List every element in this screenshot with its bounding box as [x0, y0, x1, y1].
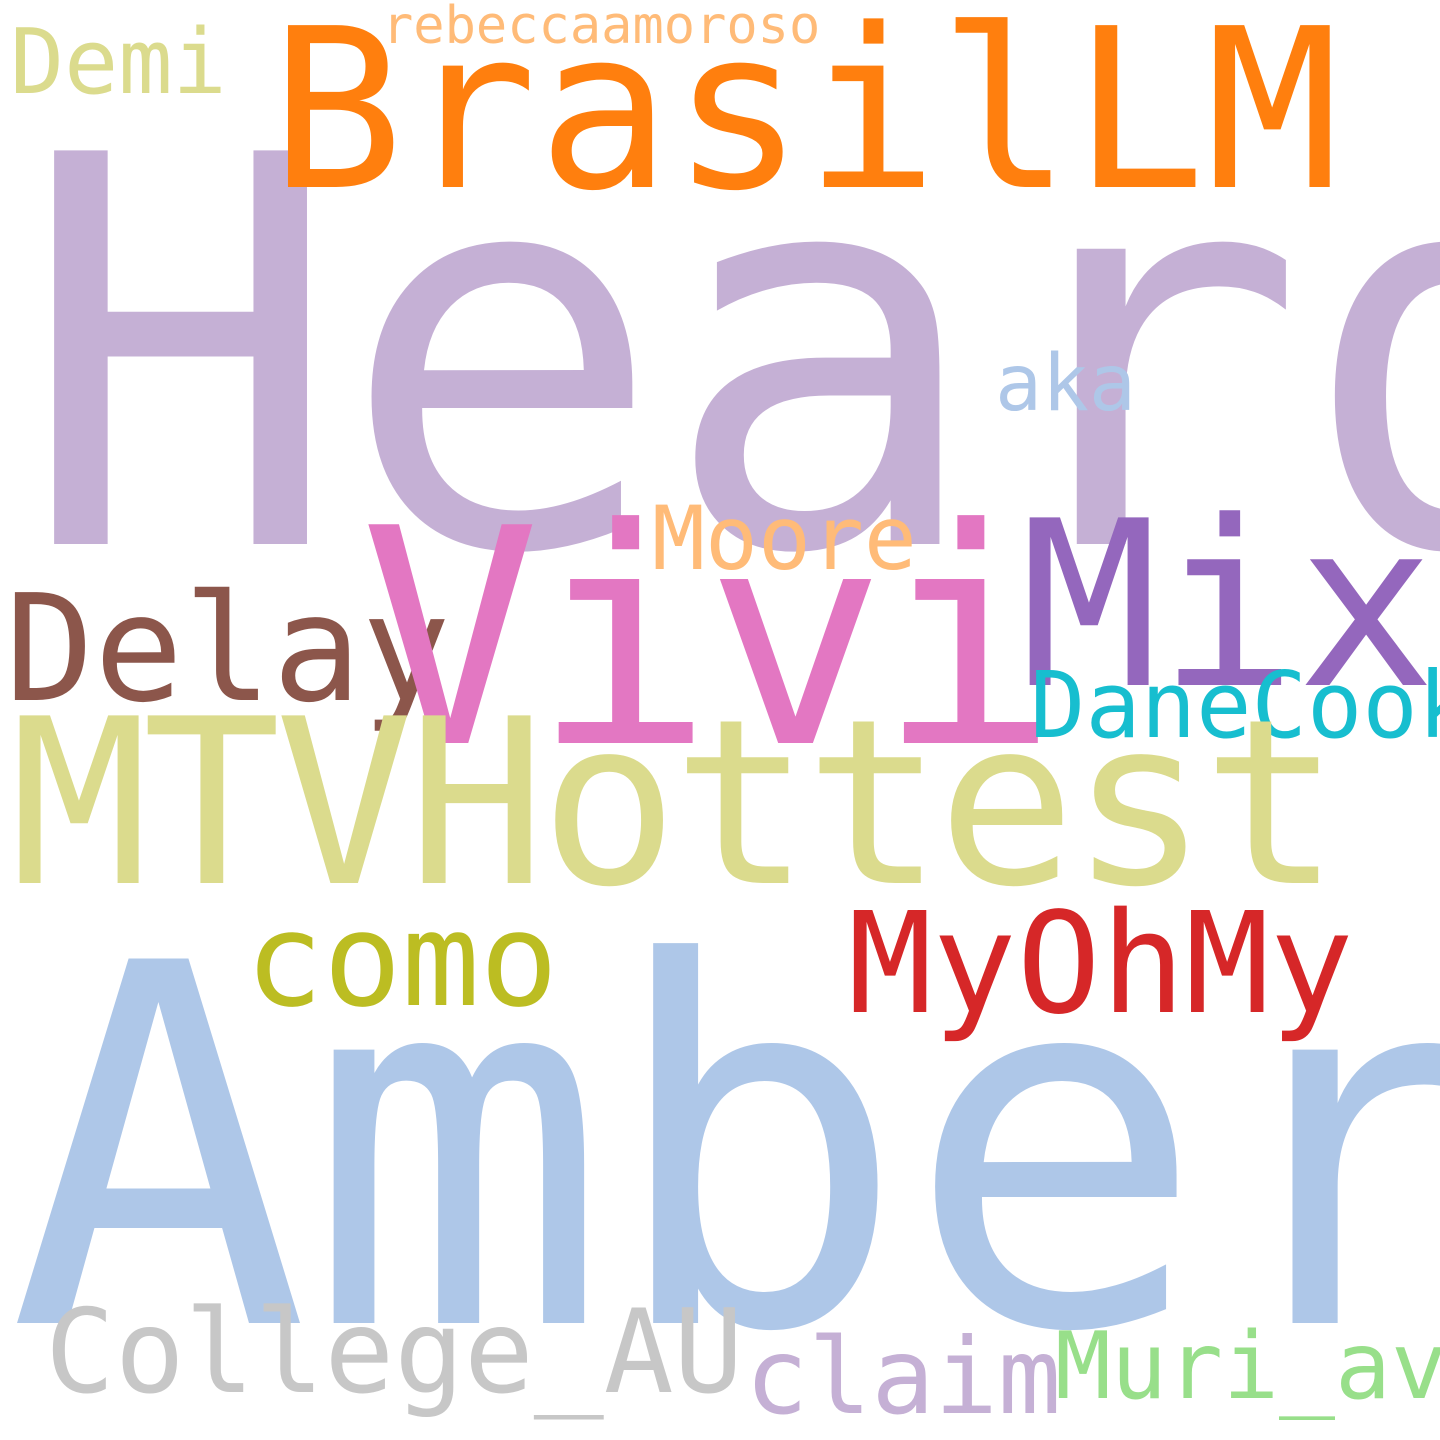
word-aka: aka	[995, 339, 1136, 429]
word-vivi: Vivi	[360, 465, 1058, 814]
word-rebeccaamoroso: rebeccaamoroso	[382, 0, 821, 56]
word-brasillm: BrasilLM	[270, 0, 1340, 240]
word-myohmy: MyOhMy	[848, 883, 1354, 1046]
word-heard: Heard	[18, 44, 1440, 672]
word-como: como	[245, 884, 559, 1036]
word-college-au: College_AU	[45, 1285, 744, 1420]
word-delay: Delay	[5, 563, 451, 735]
word-demi: Demi	[10, 10, 227, 115]
word-claim: claim	[745, 1316, 1062, 1438]
word-moore: Moore	[652, 487, 917, 590]
word-danecook: DaneCook	[1030, 652, 1440, 759]
word-muri-av: Muri_av	[1055, 1312, 1440, 1420]
word-mix: Mix	[1020, 473, 1436, 740]
word-amber: Amber	[8, 859, 1440, 1440]
word-mtvhottest: MTVHottest	[10, 671, 1341, 938]
